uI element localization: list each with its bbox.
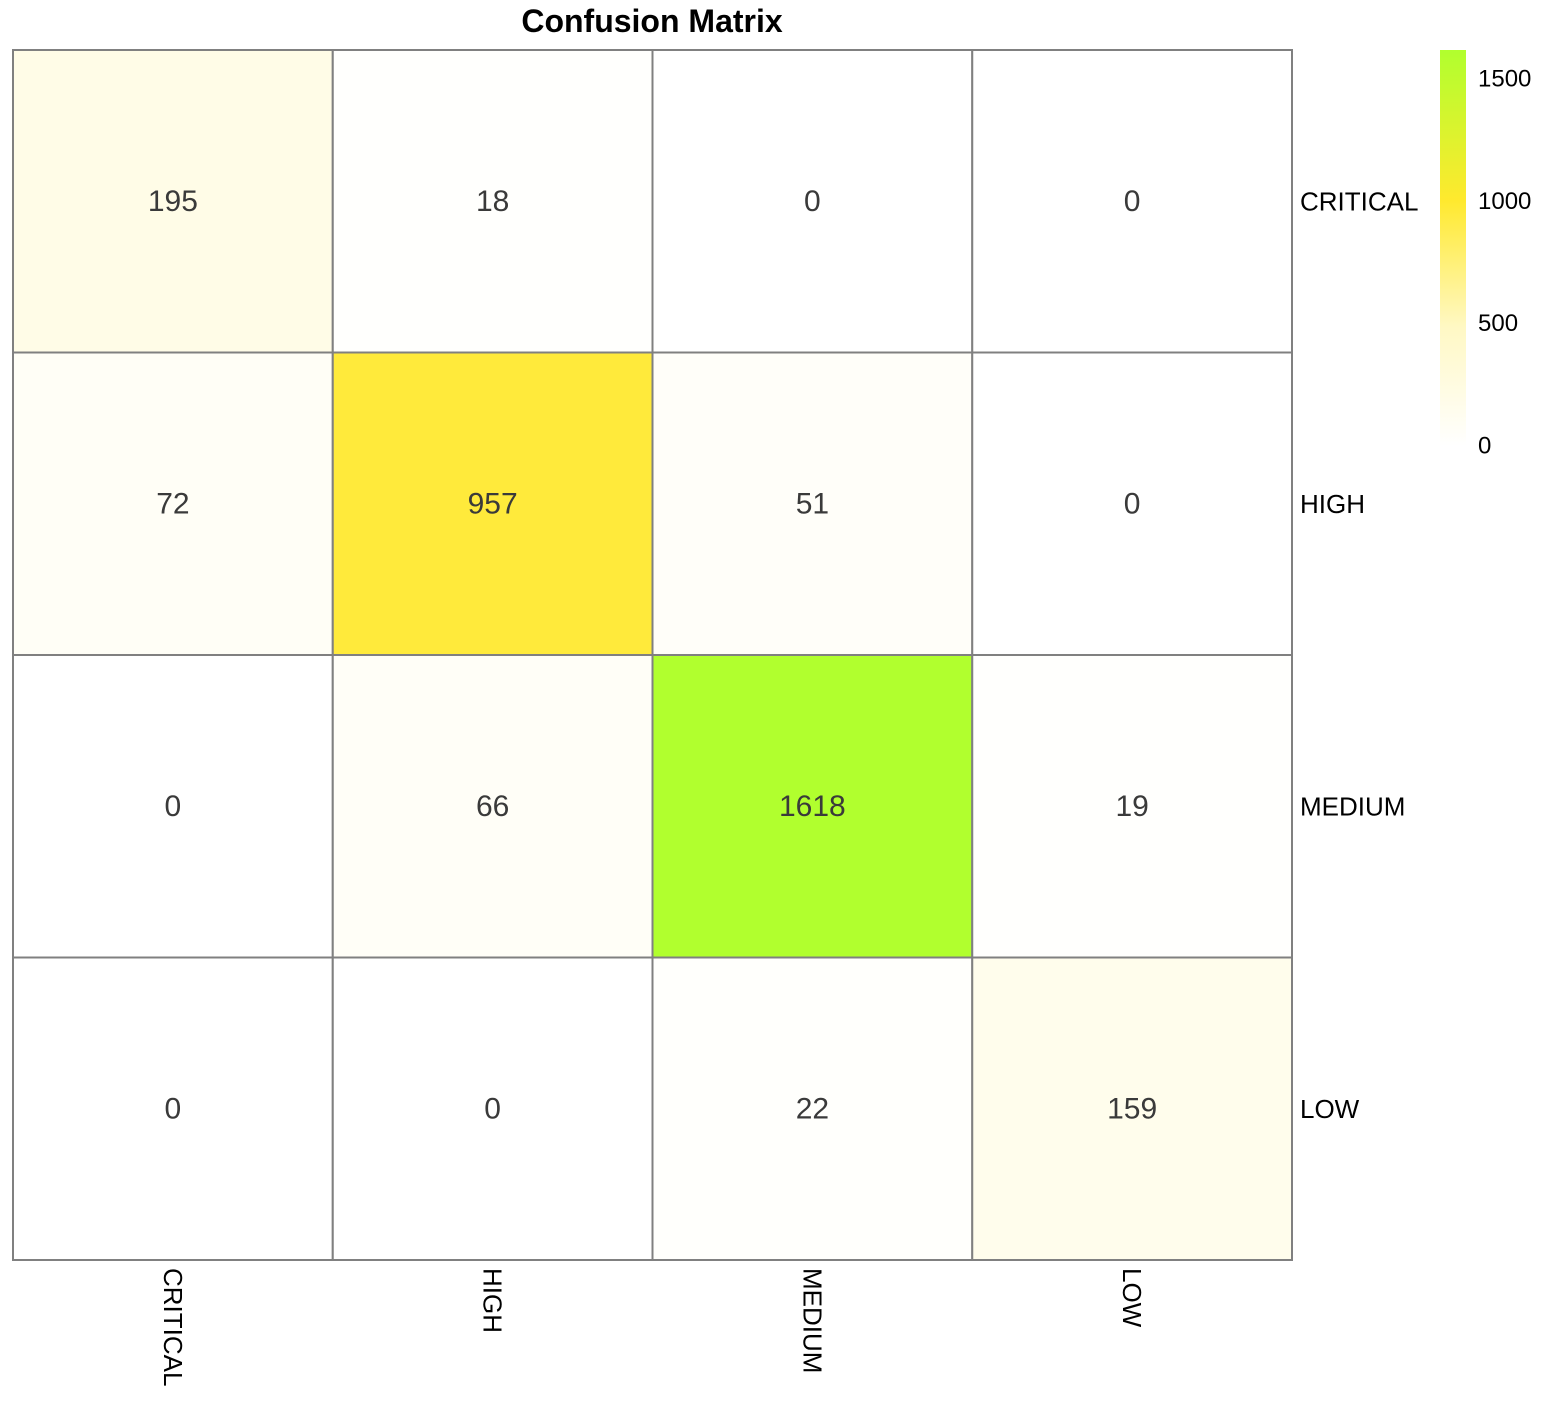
heatmap-cell — [651, 956, 974, 1261]
colorbar-tick-label: 500 — [1478, 310, 1518, 337]
heatmap-cell — [331, 49, 654, 354]
heatmap-cell — [12, 956, 334, 1261]
column-tick-label: HIGH — [478, 1268, 508, 1333]
cell-value-label: 72 — [156, 487, 189, 520]
heatmap-cell — [331, 351, 654, 656]
colorbar-tick-label: 1500 — [1478, 65, 1531, 92]
cell-value-label: 66 — [476, 790, 509, 823]
colorbar-tick-label: 0 — [1478, 433, 1491, 460]
heatmap-cell — [971, 654, 1293, 959]
heatmap-cell — [12, 49, 334, 354]
column-tick-label: MEDIUM — [797, 1268, 827, 1373]
heatmap-cell — [12, 351, 334, 656]
colorbar-gradient — [1440, 50, 1466, 446]
heatmap-cell — [651, 351, 974, 656]
cell-value-label: 18 — [476, 185, 509, 218]
heatmap-cell — [971, 956, 1293, 1261]
cell-value-label: 51 — [796, 487, 829, 520]
cell-value-label: 159 — [1107, 1092, 1157, 1125]
row-tick-label: CRITICAL — [1300, 186, 1418, 216]
colorbar-tick-label: 1000 — [1478, 188, 1531, 215]
row-tick-label: LOW — [1300, 1094, 1360, 1124]
row-labels: CRITICAL HIGH MEDIUM LOW — [1300, 186, 1418, 1124]
colorbar-legend: 0 500 1000 1500 — [1440, 50, 1531, 460]
column-tick-label: LOW — [1117, 1268, 1147, 1328]
cell-value-label: 0 — [1124, 487, 1141, 520]
heatmap-cell — [971, 49, 1293, 354]
row-tick-label: MEDIUM — [1300, 791, 1405, 821]
chart-title: Confusion Matrix — [521, 3, 783, 39]
cell-value-label: 1618 — [779, 790, 846, 823]
heatmap-cell — [331, 654, 654, 959]
column-tick-label: CRITICAL — [158, 1268, 188, 1386]
heatmap-cell — [651, 49, 974, 354]
heatmap-cell — [331, 956, 654, 1261]
cell-value-label: 0 — [165, 1092, 182, 1125]
cell-value-label: 0 — [804, 185, 821, 218]
heatmap-cells: 195 18 0 0 72 957 51 0 0 66 1618 19 0 0 22 159 — [12, 49, 1293, 1261]
cell-value-label: 195 — [148, 185, 198, 218]
cell-value-label: 0 — [1124, 185, 1141, 218]
column-labels: CRITICAL HIGH MEDIUM LOW — [158, 1268, 1147, 1386]
cell-value-label: 0 — [484, 1092, 501, 1125]
cell-value-label: 957 — [468, 487, 518, 520]
cell-value-label: 22 — [796, 1092, 829, 1125]
row-tick-label: HIGH — [1300, 489, 1365, 519]
cell-value-label: 0 — [165, 790, 182, 823]
cell-value-label: 19 — [1115, 790, 1148, 823]
heatmap-cell — [971, 351, 1293, 656]
